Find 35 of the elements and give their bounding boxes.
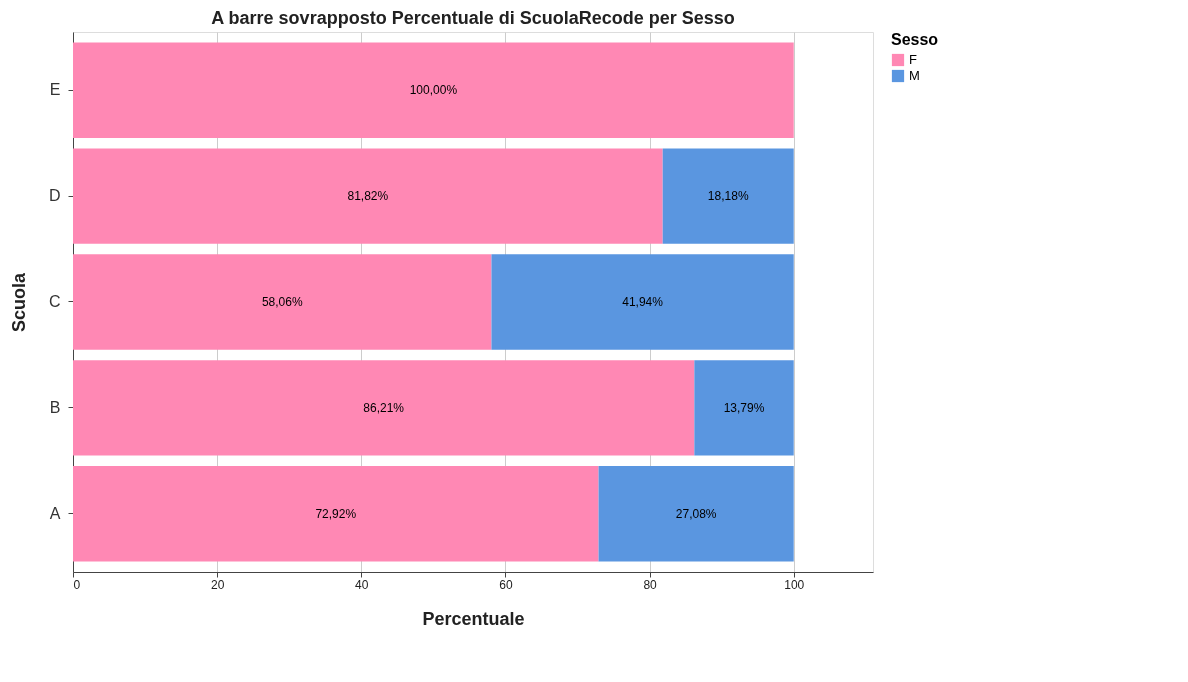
data-label: 27,08%: [675, 506, 717, 521]
x-tick-label: 40: [355, 577, 369, 592]
x-tick-label: 20: [210, 577, 225, 592]
data-label: 81,82%: [347, 189, 389, 204]
bar: [598, 466, 794, 562]
legend-label: M: [909, 68, 920, 83]
data-label: 58,06%: [261, 295, 303, 309]
bar: [73, 360, 695, 456]
data-label: 86,21%: [363, 400, 405, 415]
chart-title: A barre sovrapposto Percentuale di ScuolaRecode per Sesso: [211, 8, 735, 28]
data-label: 18,18%: [707, 189, 749, 204]
bar: [73, 148, 663, 244]
bar: [694, 360, 794, 456]
y-tick-label: A: [49, 504, 61, 522]
x-tick-label: 0: [73, 577, 81, 592]
bar: [73, 466, 599, 562]
x-tick-label: 100: [784, 577, 805, 592]
y-tick-label: C: [48, 293, 61, 310]
y-tick-label: D: [48, 187, 61, 205]
legend-label: F: [909, 52, 917, 67]
bar: [73, 42, 794, 138]
x-axis-title: Percentuale: [422, 608, 525, 629]
data-label: 72,92%: [315, 506, 357, 521]
bar: [491, 254, 794, 350]
data-label: 41,94%: [622, 295, 664, 309]
y-axis-title: Scuola: [8, 272, 29, 333]
x-tick-label: 80: [643, 577, 658, 592]
legend-title: Sesso: [891, 31, 939, 48]
data-label: 100,00%: [409, 83, 458, 98]
data-label: 13,79%: [723, 400, 765, 415]
x-tick-label: 60: [499, 577, 513, 592]
bar: [662, 148, 794, 244]
y-tick-label: B: [49, 398, 61, 416]
y-tick-label: E: [49, 81, 61, 99]
bar: [73, 254, 492, 350]
